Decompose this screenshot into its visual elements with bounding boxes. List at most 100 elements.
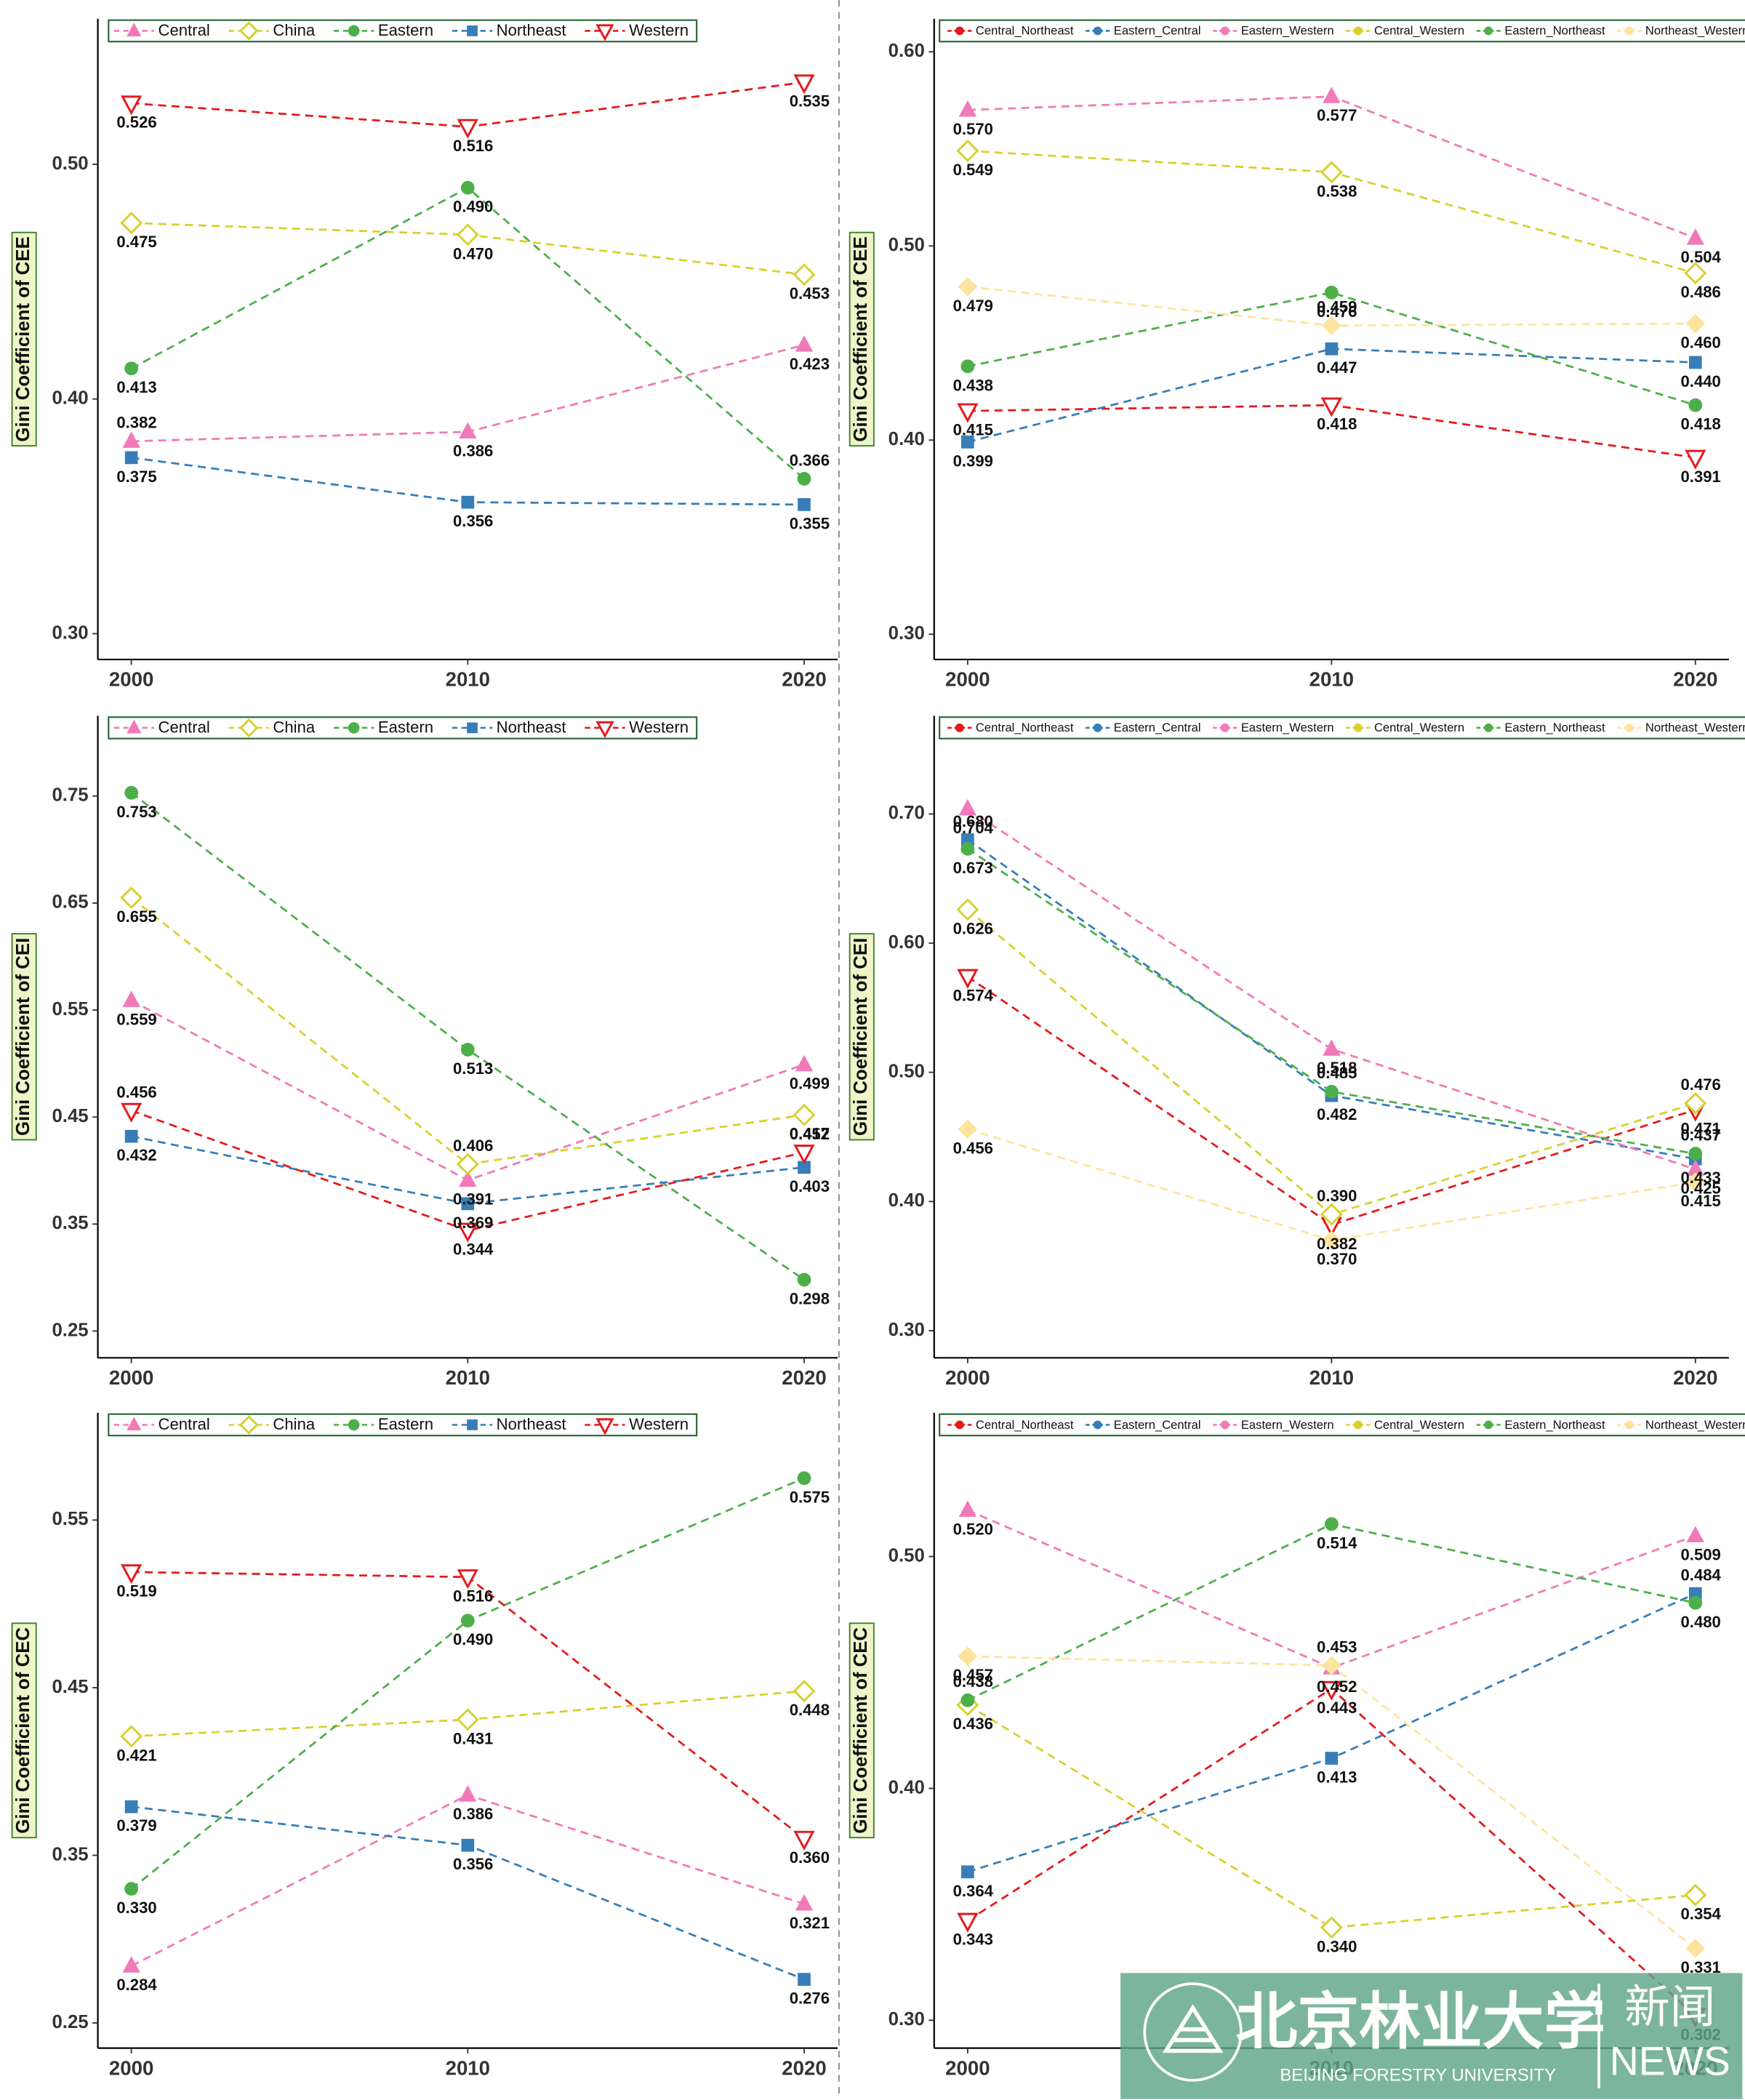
legend-symbol — [239, 21, 259, 41]
marker — [1323, 1039, 1341, 1056]
y-tick-label: 0.40 — [888, 1777, 925, 1798]
marker — [1688, 1595, 1703, 1610]
marker — [957, 969, 979, 989]
legend-symbol — [1624, 1420, 1634, 1430]
marker — [958, 1119, 978, 1139]
legend-label: Eastern_Northeast — [1504, 721, 1605, 734]
value-label: 0.704 — [953, 819, 994, 837]
marker — [795, 335, 814, 352]
value-label: 0.370 — [1317, 1250, 1357, 1268]
value-label: 0.343 — [953, 1931, 993, 1949]
legend: Central China Eastern Northeast Western — [108, 19, 698, 43]
legend-symbol — [1353, 1420, 1363, 1430]
marker — [958, 100, 977, 117]
marker — [1324, 1084, 1339, 1099]
marker — [1685, 1172, 1706, 1193]
marker — [1321, 1656, 1341, 1675]
legend: Central China Eastern Northeast Western — [108, 716, 698, 740]
marker — [459, 1785, 477, 1802]
y-tick-label: 0.30 — [888, 1320, 925, 1340]
marker — [1688, 398, 1703, 412]
value-label: 0.456 — [116, 1083, 156, 1101]
legend-box — [939, 1413, 1745, 1437]
legend-symbol — [348, 1419, 360, 1431]
legend-label: Central — [159, 718, 210, 737]
y-axis-label-box — [11, 231, 37, 447]
marker — [956, 139, 979, 162]
marker — [1688, 356, 1702, 369]
value-label: 0.516 — [453, 137, 493, 155]
watermark-news-cn: 新闻 — [1624, 1982, 1715, 2033]
legend-symbol — [955, 1420, 964, 1430]
legend-label: Eastern_Northeast — [1504, 24, 1605, 38]
panel: 0.25 0.35 0.45 0.55 2000 2010 2020 Gini Coeffic… — [11, 1412, 838, 2079]
value-label: 0.443 — [1317, 1699, 1357, 1717]
x-tick-label: 2010 — [446, 1366, 490, 1389]
value-label: 0.415 — [1681, 1192, 1721, 1210]
legend-symbol — [1093, 724, 1102, 732]
watermark-news-en: NEWS — [1610, 2038, 1730, 2083]
y-tick-label: 0.55 — [52, 1509, 88, 1529]
x-tick-label: 2020 — [782, 2056, 826, 2079]
panel: 0.30 0.40 0.50 0.60 0.70 2000 2010 2020 Gini Coe… — [849, 716, 1745, 1389]
marker — [797, 472, 811, 486]
marker — [121, 1564, 143, 1584]
y-tick-label: 0.65 — [52, 892, 88, 913]
x-tick-label: 2020 — [782, 1366, 826, 1389]
value-label: 0.513 — [453, 1059, 493, 1078]
y-axis-label: Gini Coefficient of CEC — [851, 1627, 871, 1834]
legend-symbol — [348, 722, 360, 734]
marker — [797, 1273, 811, 1287]
marker — [460, 180, 475, 195]
value-label: 0.504 — [1681, 248, 1722, 266]
x-tick-label: 2000 — [945, 2056, 990, 2079]
legend-box — [939, 716, 1745, 740]
x-tick-label: 2020 — [1673, 1366, 1717, 1389]
marker — [793, 1680, 816, 1703]
value-label: 0.386 — [453, 1805, 493, 1823]
value-label: 0.453 — [1317, 1638, 1357, 1656]
marker — [960, 841, 975, 856]
marker — [124, 785, 139, 800]
marker — [797, 1471, 811, 1486]
value-label: 0.432 — [116, 1146, 156, 1164]
panel: 0.25 0.35 0.45 0.55 0.65 0.75 2000 2010 2020 Gini… — [11, 716, 838, 1389]
legend-symbol — [239, 718, 259, 738]
legend-symbol — [1353, 724, 1363, 732]
legend-label: Central — [159, 21, 210, 39]
marker — [793, 1103, 816, 1126]
marker — [1686, 228, 1704, 245]
legend-symbol — [467, 1419, 478, 1430]
value-label: 0.382 — [1317, 1235, 1357, 1253]
y-tick-label: 0.75 — [52, 785, 88, 806]
x-tick-label: 2010 — [1309, 668, 1354, 691]
marker — [957, 403, 979, 423]
y-axis-label: Gini Coefficient of CEI — [13, 938, 33, 1136]
marker — [456, 223, 479, 247]
value-label: 0.452 — [790, 1125, 830, 1143]
y-tick-label: 0.40 — [52, 388, 88, 409]
value-label: 0.330 — [116, 1899, 156, 1917]
marker — [124, 1882, 139, 1896]
x-tick-label: 2000 — [945, 668, 990, 691]
legend-symbol — [1484, 724, 1493, 732]
value-label: 0.440 — [1681, 372, 1721, 390]
marker — [1320, 1203, 1343, 1226]
value-label: 0.626 — [953, 919, 993, 937]
marker — [124, 1129, 138, 1143]
marker — [457, 1569, 478, 1590]
y-axis-label: Gini Coefficient of CEE — [851, 236, 871, 441]
legend: Central_Northeast Eastern_Central Eastern_… — [939, 19, 1745, 43]
legend-symbol — [127, 1416, 142, 1431]
marker — [1321, 316, 1341, 336]
value-label: 0.423 — [790, 355, 830, 373]
y-tick-label: 0.25 — [52, 1320, 88, 1340]
legend-symbol — [1353, 26, 1363, 36]
marker — [1320, 161, 1343, 184]
legend-symbol — [1220, 26, 1229, 36]
y-tick-label: 0.30 — [888, 2009, 925, 2029]
value-label: 0.438 — [953, 376, 993, 394]
y-axis-label-box — [11, 933, 37, 1141]
marker — [960, 359, 975, 374]
